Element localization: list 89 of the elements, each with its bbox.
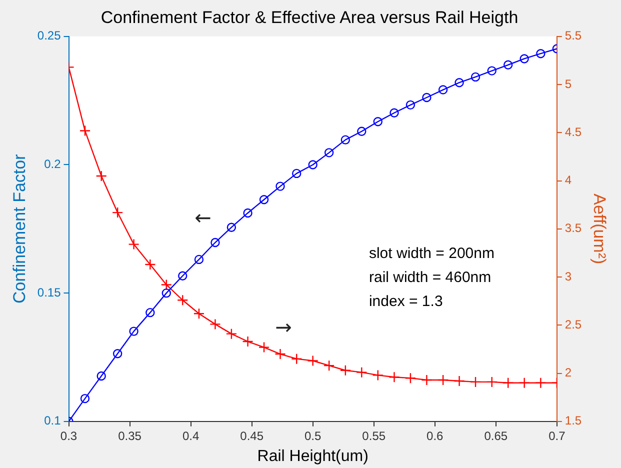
chart-title: Confinement Factor & Effective Area versus Rail Heigth (100, 8, 518, 27)
point (242, 336, 254, 348)
y2-tick-label: 1.5 (564, 414, 582, 428)
point (340, 364, 352, 376)
point (324, 148, 334, 158)
point (404, 372, 416, 384)
point (356, 366, 368, 378)
annotation: slot width = 200nm (368, 245, 494, 262)
point (160, 279, 172, 290)
annotation: ← (194, 205, 212, 230)
point (112, 206, 124, 218)
annotation: → (275, 315, 292, 340)
point (518, 377, 530, 388)
y-tick-label: 0.2 (44, 157, 62, 172)
point (210, 238, 220, 248)
y2-tick-label: 3 (564, 269, 572, 284)
point (535, 377, 546, 388)
point (437, 374, 449, 386)
point (144, 258, 156, 270)
x-tick-label: 0.7 (548, 428, 566, 443)
point (438, 85, 448, 94)
point (291, 353, 302, 364)
point (502, 377, 514, 388)
point (112, 349, 122, 358)
y2-axis-title: Aeff(um²) (590, 194, 610, 264)
point (536, 48, 546, 58)
point (210, 318, 221, 330)
y2-tick-label: 4 (564, 173, 572, 188)
point (243, 208, 252, 218)
y2-tick-label: 5.5 (564, 28, 582, 43)
y2-tick-label: 4.5 (564, 124, 582, 139)
x-tick-label: 0.65 (484, 428, 508, 443)
y2-tick-label: 3.5 (564, 221, 582, 236)
point (96, 170, 107, 182)
x-tick-label: 0.35 (118, 428, 142, 443)
point (226, 328, 238, 340)
point (128, 238, 140, 250)
point (390, 108, 399, 118)
point (406, 100, 416, 110)
x-tick-label: 0.55 (362, 428, 386, 443)
point (226, 222, 236, 232)
point (372, 370, 384, 381)
point (162, 288, 171, 298)
point (520, 54, 529, 64)
point (79, 125, 91, 136)
point (454, 375, 465, 387)
point (422, 92, 432, 102)
x-tick-label: 0.6 (426, 428, 444, 443)
annotation: index = 1.3 (368, 293, 443, 310)
y2-tick-label: 2.5 (564, 317, 582, 332)
point (470, 376, 482, 388)
point (177, 294, 188, 306)
annotation: rail width = 460nm (368, 269, 492, 286)
point (470, 72, 480, 82)
point (129, 326, 138, 336)
point (373, 117, 382, 126)
point (258, 342, 270, 353)
point (340, 135, 350, 144)
y-tick-label: 0.15 (37, 285, 62, 300)
point (96, 371, 106, 381)
point (323, 360, 335, 372)
x-tick-label: 0.4 (182, 428, 200, 443)
point (178, 271, 188, 280)
point (276, 182, 285, 191)
point (194, 254, 204, 264)
point (486, 376, 498, 388)
point (307, 355, 318, 366)
point (388, 372, 400, 383)
point (454, 78, 464, 88)
point (274, 348, 286, 360)
point (487, 66, 496, 76)
y-tick-label: 0.1 (44, 414, 62, 428)
point (421, 374, 432, 386)
y-axis-title: Confinement Factor (10, 154, 29, 304)
y-tick-label: 0.25 (37, 28, 62, 43)
x-axis-title: Rail Height(um) (257, 448, 368, 465)
point (308, 160, 318, 170)
point (357, 126, 366, 136)
x-tick-label: 0.3 (60, 428, 78, 443)
point (292, 168, 302, 178)
x-tick-label: 0.5 (304, 428, 322, 443)
y2-tick-label: 5 (564, 76, 572, 91)
y2-tick-label: 2 (564, 366, 572, 380)
point (504, 60, 513, 70)
point (146, 308, 155, 318)
point (259, 195, 269, 204)
point (193, 308, 205, 320)
x-tick-label: 0.45 (240, 428, 264, 443)
point (80, 394, 90, 404)
